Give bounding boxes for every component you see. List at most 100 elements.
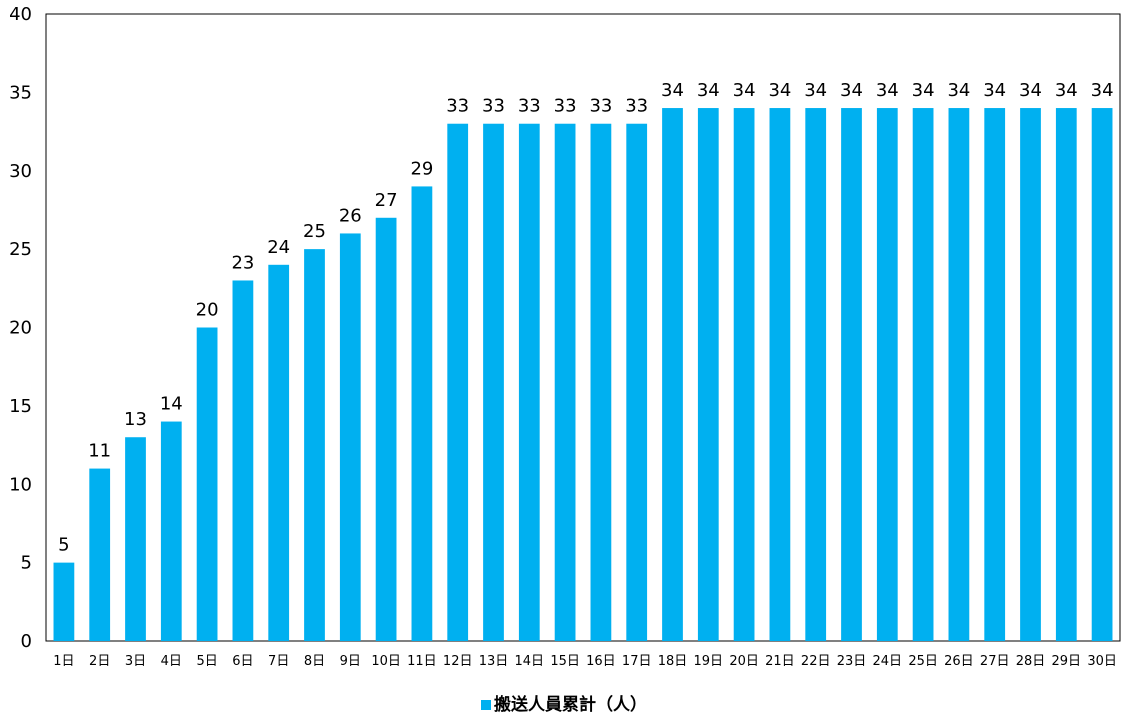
data-label: 25: [303, 221, 326, 242]
x-tick-label: 19日: [694, 654, 724, 669]
bar: [1020, 108, 1041, 642]
x-tick-label: 27日: [980, 654, 1010, 669]
data-label: 26: [339, 205, 362, 226]
data-label: 34: [697, 80, 720, 101]
data-label: 34: [768, 80, 791, 101]
data-label: 34: [804, 80, 827, 101]
x-tick-label: 6日: [232, 654, 253, 669]
y-tick-label: 15: [9, 396, 32, 417]
y-tick-label: 20: [9, 318, 32, 339]
y-axis-ticks: 0 5 10 15 20 25 30 35 40: [9, 4, 32, 652]
bar: [196, 327, 218, 641]
x-tick-label: 11日: [407, 654, 437, 669]
data-label: 33: [625, 96, 648, 117]
x-tick-label: 18日: [658, 654, 688, 669]
bar: [912, 108, 934, 642]
data-label: 5: [58, 535, 69, 556]
x-tick-label: 1日: [53, 654, 74, 669]
x-tick-label: 9日: [340, 654, 361, 669]
x-tick-label: 3日: [125, 654, 146, 669]
bar: [769, 108, 791, 642]
x-tick-label: 7日: [268, 654, 289, 669]
y-tick-label: 5: [21, 553, 32, 574]
data-labels: 5 11 13 14 20 23 24 25 26 27 29 33 33 33 33 33 33 34 34 34 3…: [58, 80, 1113, 556]
bar: [268, 264, 290, 641]
x-tick-label: 17日: [622, 654, 652, 669]
data-label: 11: [88, 441, 111, 462]
data-label: 33: [446, 96, 469, 117]
data-label: 33: [482, 96, 505, 117]
x-tick-label: 24日: [873, 654, 903, 669]
data-label: 34: [1055, 80, 1078, 101]
data-label: 33: [518, 96, 541, 117]
bar: [590, 123, 612, 642]
bar: [626, 123, 648, 642]
y-tick-label: 40: [9, 4, 32, 25]
x-tick-label: 28日: [1016, 654, 1046, 669]
x-tick-label: 12日: [443, 654, 473, 669]
y-tick-label: 30: [9, 161, 32, 182]
x-tick-label: 5日: [196, 654, 217, 669]
x-tick-label: 25日: [908, 654, 938, 669]
x-tick-label: 8日: [304, 654, 325, 669]
plot-area: [45, 13, 1121, 642]
data-label: 27: [375, 190, 398, 211]
data-label: 34: [733, 80, 756, 101]
x-tick-label: 13日: [479, 654, 509, 669]
bar: [841, 108, 862, 642]
x-tick-label: 26日: [944, 654, 974, 669]
x-tick-label: 2日: [89, 654, 110, 669]
x-tick-label: 29日: [1052, 654, 1082, 669]
data-label: 34: [1019, 80, 1042, 101]
x-tick-label: 16日: [586, 654, 616, 669]
bar: [53, 562, 75, 641]
data-label: 20: [196, 300, 219, 321]
x-tick-label: 4日: [161, 654, 182, 669]
bar: [1091, 108, 1113, 642]
x-tick-label: 21日: [765, 654, 795, 669]
data-label: 34: [840, 80, 863, 101]
bar: [697, 108, 719, 642]
x-tick-label: 15日: [550, 654, 580, 669]
bar: [984, 108, 1006, 642]
bar: [1055, 108, 1077, 642]
data-label: 33: [554, 96, 577, 117]
y-tick-label: 35: [9, 82, 32, 103]
bars: [53, 108, 1113, 642]
bar: [805, 108, 827, 642]
x-axis-labels: 1日 2日 3日 4日 5日 6日 7日 8日 9日 10日 11日 12日 13日 14日 15日 16日 1…: [53, 654, 1117, 669]
bar: [125, 437, 146, 641]
y-tick-label: 0: [21, 631, 32, 652]
bar: [733, 108, 755, 642]
data-label: 33: [589, 96, 612, 117]
data-label: 34: [1091, 80, 1114, 101]
bar: [483, 123, 504, 642]
bar: [339, 233, 361, 641]
x-tick-label: 20日: [729, 654, 759, 669]
bar: [948, 108, 970, 642]
x-tick-label: 10日: [371, 654, 401, 669]
bar: [447, 123, 469, 642]
data-label: 34: [661, 80, 684, 101]
bar: [304, 249, 325, 641]
legend-swatch: [481, 700, 491, 710]
bar: [518, 123, 540, 642]
x-tick-label: 23日: [837, 654, 867, 669]
data-label: 34: [983, 80, 1006, 101]
bar: [160, 421, 182, 641]
x-tick-label: 30日: [1087, 654, 1117, 669]
legend-label: 搬送人員累計（人）: [494, 695, 647, 715]
bar: [89, 468, 111, 641]
x-tick-label: 14日: [515, 654, 545, 669]
y-tick-label: 10: [9, 474, 32, 495]
data-label: 29: [410, 158, 433, 179]
data-label: 24: [267, 237, 290, 258]
bar: [554, 123, 576, 642]
bar: [232, 280, 254, 641]
data-label: 34: [876, 80, 899, 101]
y-tick-label: 25: [9, 239, 32, 260]
data-label: 34: [912, 80, 935, 101]
data-label: 13: [124, 409, 147, 430]
bar: [876, 108, 898, 642]
